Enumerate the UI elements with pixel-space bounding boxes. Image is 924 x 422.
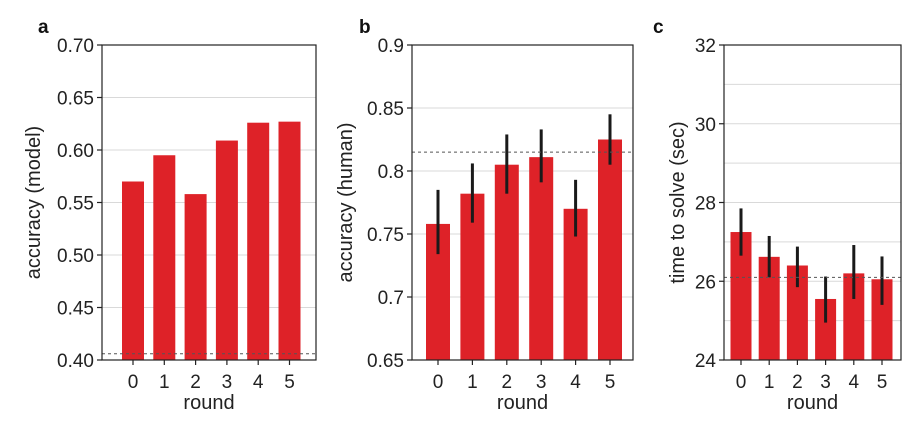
x-tick-label: 5: [605, 372, 616, 393]
bar: [786, 265, 808, 360]
y-tick-label: 0.45: [57, 299, 94, 320]
x-tick-label: 5: [284, 372, 295, 393]
x-tick-label: 3: [536, 372, 547, 393]
y-tick-label: 0.75: [367, 225, 404, 246]
plot-frame: [411, 44, 634, 361]
y-tick-label: 30: [695, 115, 716, 136]
y-tick-label: 0.50: [57, 246, 94, 267]
x-tick-label: 1: [764, 372, 775, 393]
x-tick-label: 0: [736, 372, 747, 393]
bar: [815, 298, 837, 360]
x-tick-label: 0: [433, 372, 444, 393]
bar: [598, 139, 622, 360]
y-tick-label: 0.65: [57, 89, 94, 110]
bar: [529, 157, 554, 360]
x-tick-label: 2: [190, 372, 201, 393]
bar: [730, 232, 752, 360]
y-tick-label: 24: [695, 351, 717, 372]
bar: [758, 256, 780, 360]
panel-label: b: [359, 17, 371, 38]
y-tick-label: 0.7: [378, 288, 404, 309]
x-axis-label: round: [787, 392, 838, 414]
bar: [247, 122, 270, 360]
x-tick-label: 1: [467, 372, 478, 393]
x-tick-label: 4: [253, 372, 264, 393]
bar: [122, 181, 144, 360]
y-tick-label: 28: [695, 194, 716, 215]
bar: [184, 194, 207, 360]
x-tick-label: 3: [820, 372, 831, 393]
bar: [871, 279, 893, 360]
x-axis-label: round: [497, 392, 548, 414]
y-axis-label: time to solve (sec): [667, 121, 689, 283]
y-tick-label: 0.55: [57, 194, 94, 215]
x-tick-label: 2: [792, 372, 803, 393]
y-axis-label: accuracy (model): [23, 126, 45, 279]
y-tick-label: 0.65: [367, 351, 404, 372]
y-tick-label: 0.85: [367, 99, 404, 120]
x-tick-label: 1: [159, 372, 170, 393]
bar: [843, 273, 865, 360]
x-tick-label: 4: [849, 372, 860, 393]
y-tick-label: 0.40: [57, 351, 94, 372]
x-tick-label: 3: [222, 372, 233, 393]
y-tick-label: 32: [695, 36, 716, 57]
bar: [215, 140, 238, 360]
x-tick-label: 0: [128, 372, 139, 393]
y-tick-label: 0.9: [378, 36, 404, 57]
x-tick-label: 5: [877, 372, 888, 393]
panel-label: a: [38, 17, 49, 38]
y-tick-label: 0.60: [57, 141, 94, 162]
x-tick-label: 2: [502, 372, 513, 393]
y-tick-label: 26: [695, 272, 716, 293]
y-tick-label: 0.8: [378, 162, 404, 183]
bar: [153, 155, 176, 360]
x-axis-label: round: [183, 392, 234, 414]
y-tick-label: 0.70: [57, 36, 94, 57]
panel-label: c: [653, 17, 664, 38]
x-tick-label: 4: [570, 372, 581, 393]
bar: [494, 164, 519, 360]
y-axis-label: accuracy (human): [335, 122, 357, 282]
bar: [278, 121, 301, 361]
